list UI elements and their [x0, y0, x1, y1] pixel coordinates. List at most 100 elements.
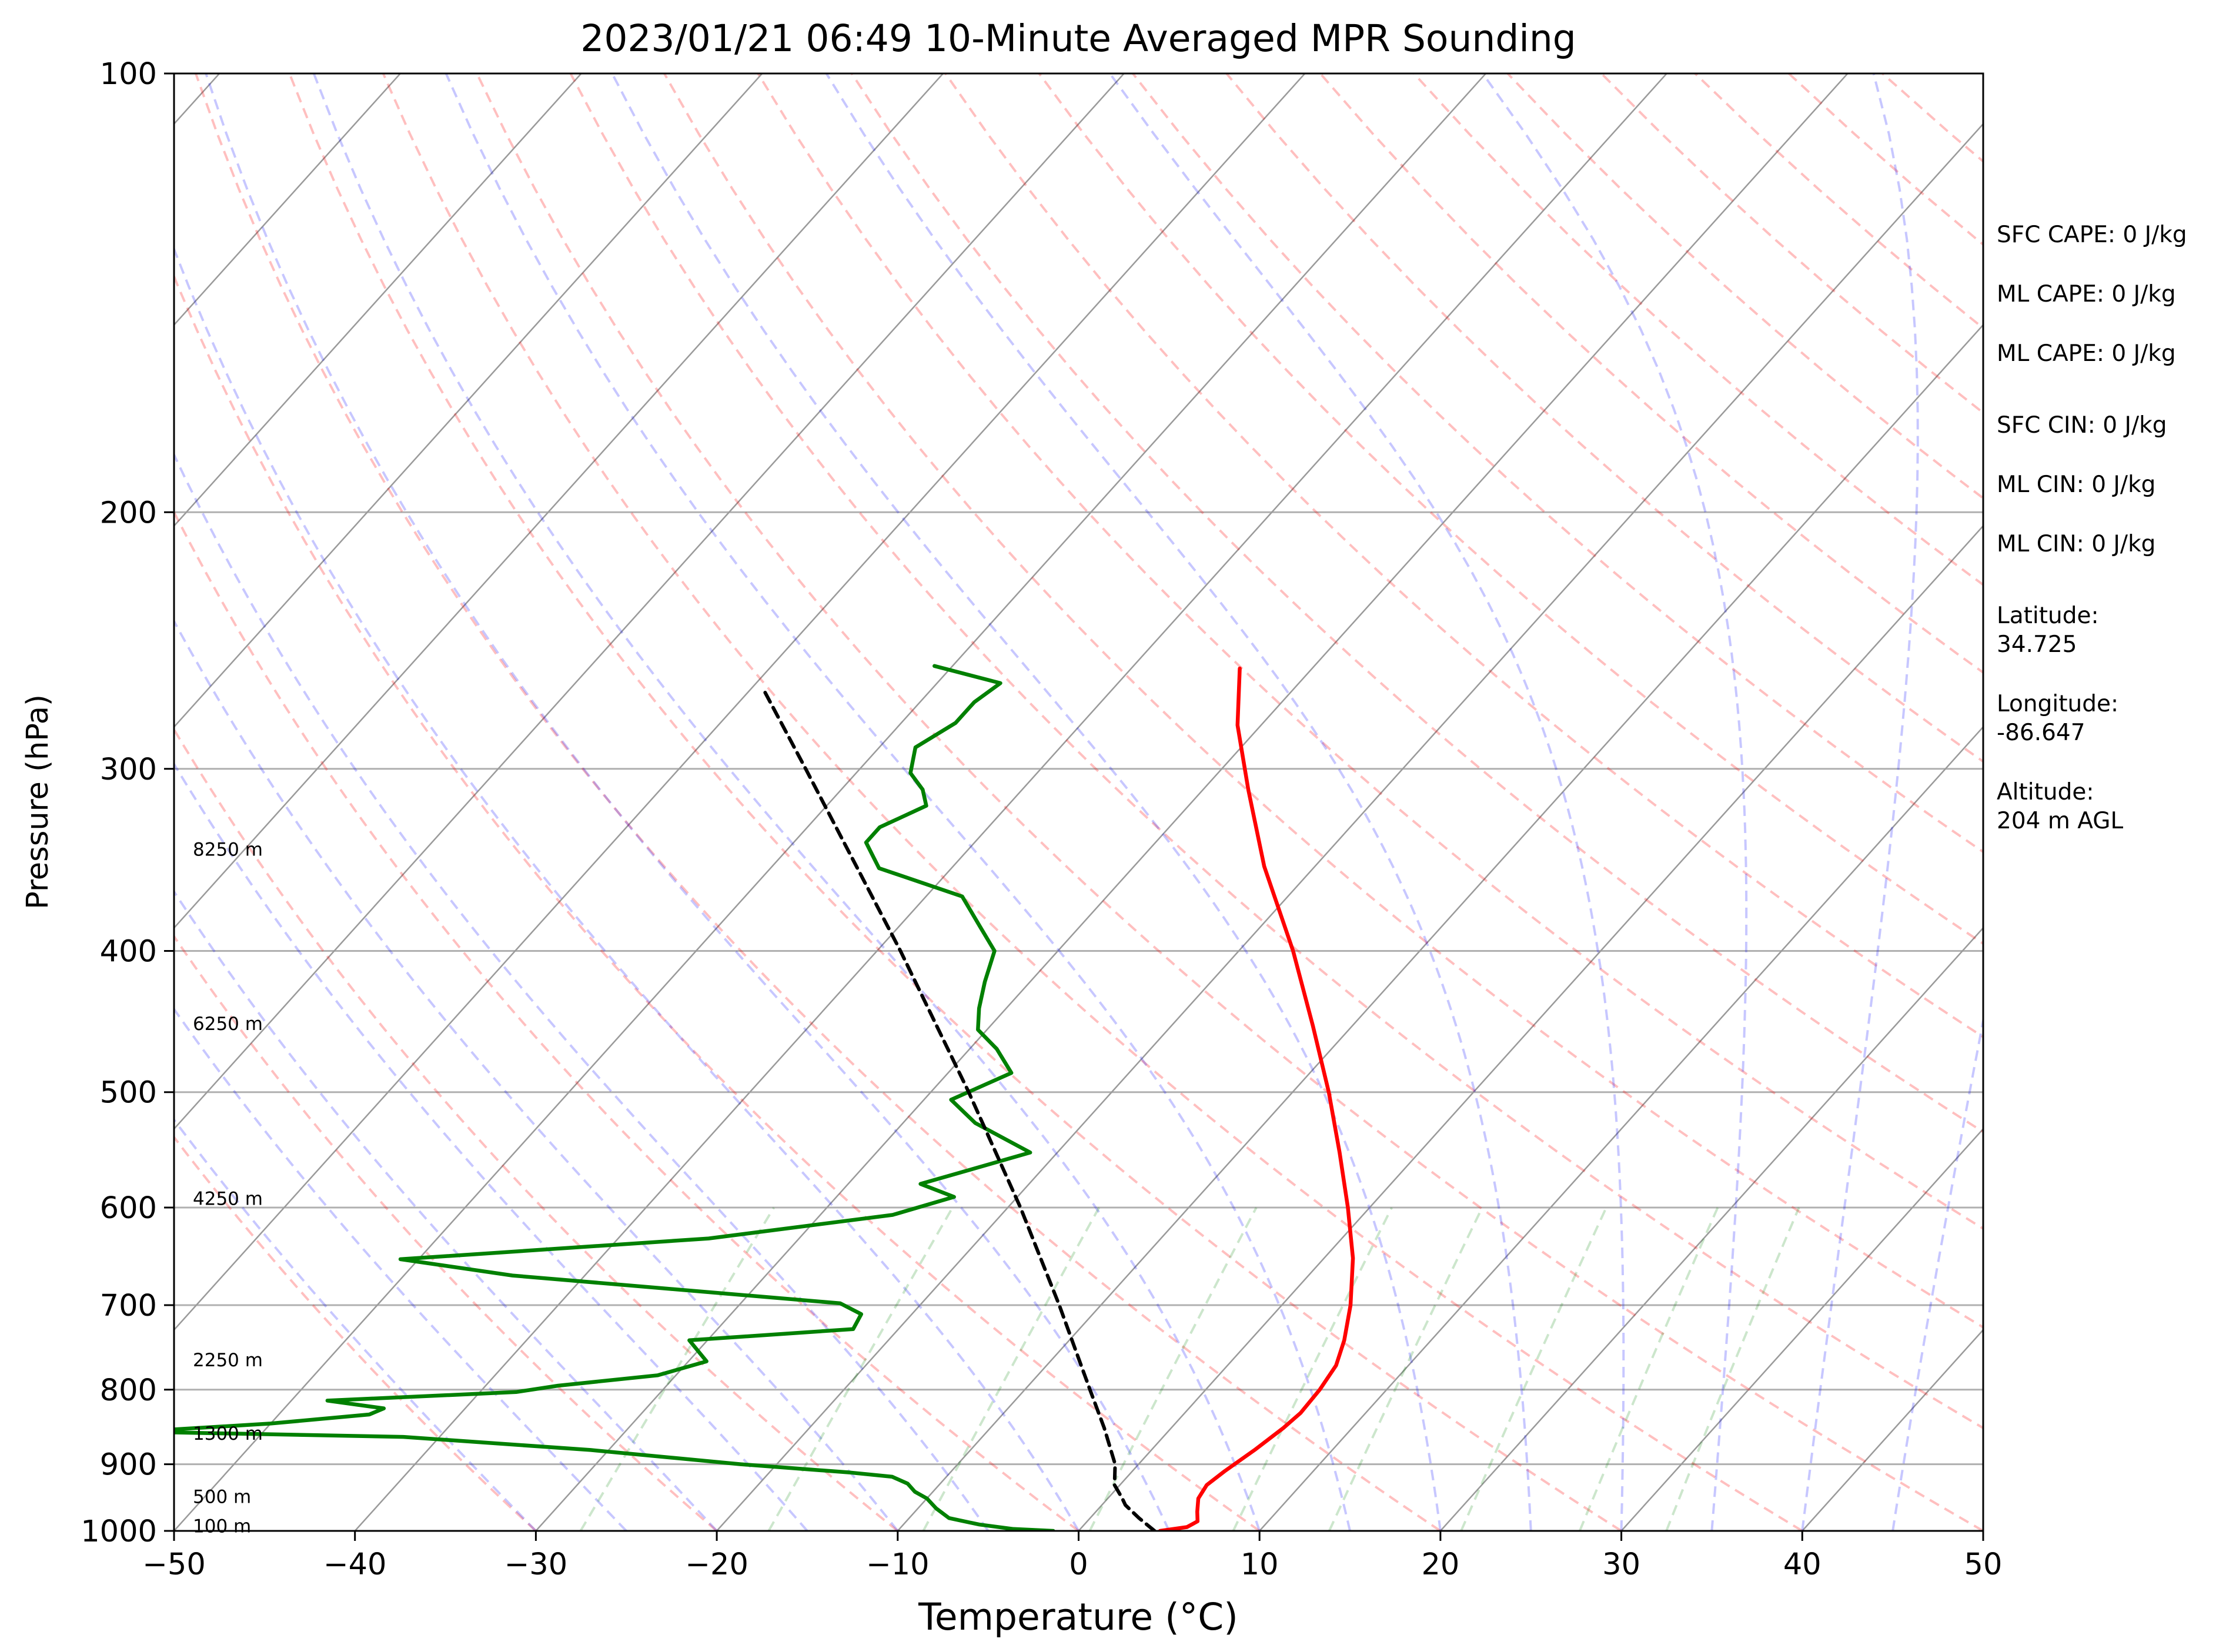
y-tick-label: 1000: [81, 1514, 157, 1549]
background-lines: [174, 73, 1983, 1531]
x-tick-label: −20: [685, 1547, 748, 1582]
annotation-text: ML CAPE: 0 J/kg: [1997, 340, 2176, 367]
annotation-value: 34.725: [1997, 631, 2077, 658]
isotherm-line: [1439, 927, 1983, 1531]
isotherm-line: [174, 73, 763, 728]
dry-adiabat-line: [1132, 73, 1983, 854]
mixing-ratio-line: [1088, 1207, 1258, 1531]
reference-profile-series-line: [761, 686, 1157, 1531]
x-axis-ticks: −50 −40 −30 −20 −10 0 10 20 30 40 50: [142, 1531, 2002, 1582]
mixing-ratio-line: [1665, 1207, 1800, 1531]
annotation-text: ML CIN: 0 J/kg: [1997, 531, 2155, 557]
dewpoint-series-line: [174, 664, 1055, 1531]
annotation-text: ML CAPE: 0 J/kg: [1997, 281, 2176, 307]
height-label: 500 m: [193, 1487, 251, 1508]
x-tick-label: 20: [1421, 1547, 1459, 1582]
plot-frame: [173, 72, 1984, 1532]
x-tick-label: −30: [504, 1547, 568, 1582]
dry-adiabat-line: [1319, 73, 1983, 674]
annotation-panel: SFC CAPE: 0 J/kg ML CAPE: 0 J/kg ML CAPE: …: [1997, 222, 2187, 834]
dry-adiabat-line: [944, 73, 1983, 1039]
y-tick-label: 500: [100, 1076, 157, 1111]
dry-adiabat-line: [476, 73, 1983, 1531]
isotherm-line: [897, 323, 1983, 1531]
mixing-ratio-line: [922, 1207, 1101, 1531]
x-tick-label: −10: [866, 1547, 930, 1582]
annotation-value: -86.647: [1997, 720, 2085, 746]
x-tick-label: −40: [323, 1547, 387, 1582]
x-tick-label: 30: [1602, 1547, 1640, 1582]
height-label: 1300 m: [193, 1423, 263, 1444]
height-label: 100 m: [193, 1516, 251, 1537]
y-tick-label: 400: [100, 935, 157, 969]
moist-adiabat-line: [174, 452, 990, 1531]
x-axis-label: Temperature (°C): [918, 1596, 1238, 1638]
height-label: 4250 m: [193, 1189, 263, 1210]
isotherm-line: [174, 73, 1487, 1531]
isotherm-line: [1620, 1128, 1983, 1531]
annotation-value: 204 m AGL: [1997, 808, 2123, 834]
moist-adiabat-line: [1801, 73, 1919, 1531]
dry-adiabat-line: [174, 727, 899, 1531]
annotation-text: Longitude:: [1997, 691, 2118, 717]
isotherm-line: [535, 73, 1849, 1531]
x-tick-label: 40: [1783, 1547, 1821, 1582]
isotherm-line: [354, 73, 1667, 1531]
isotherm-line: [1078, 524, 1983, 1531]
dry-adiabat-line: [757, 73, 1983, 1230]
moist-adiabat-line: [174, 246, 1080, 1531]
x-tick-label: 10: [1241, 1547, 1279, 1582]
mixing-ratio-line: [767, 1207, 954, 1531]
annotation-text: ML CIN: 0 J/kg: [1997, 471, 2155, 498]
isotherm-line: [174, 73, 1306, 1331]
temperature-series-line: [1158, 666, 1355, 1531]
dry-adiabat-line: [1038, 73, 1983, 945]
annotation-text: SFC CAPE: 0 J/kg: [1997, 222, 2187, 248]
moist-adiabat-line: [1482, 73, 1748, 1531]
moist-adiabat-line: [1891, 1015, 1983, 1531]
y-tick-label: 600: [100, 1191, 157, 1226]
dry-adiabat-line: [174, 934, 718, 1531]
moist-adiabat-line: [444, 73, 1352, 1531]
mixing-ratio-line: [1328, 1207, 1483, 1531]
height-label: 8250 m: [193, 840, 263, 861]
dry-adiabat-line: [288, 73, 1622, 1531]
y-axis-ticks: 100 200 300 400 500 600 700 800 900 1000: [81, 57, 174, 1549]
dry-adiabat-line: [663, 73, 1983, 1329]
moist-adiabat-line: [825, 73, 1532, 1531]
moist-adiabat-line: [312, 73, 1261, 1531]
height-label: 6250 m: [193, 1014, 263, 1035]
moist-adiabat-line: [174, 761, 808, 1531]
isotherm-line: [174, 73, 1125, 1131]
mixing-ratio-line: [579, 1206, 776, 1531]
dry-adiabat-line: [174, 510, 1079, 1531]
moist-adiabat-line: [174, 1118, 537, 1531]
x-tick-label: 50: [1964, 1547, 2003, 1582]
dry-adiabat-line: [1225, 73, 1983, 763]
y-tick-label: 800: [100, 1373, 157, 1408]
isotherm-line: [174, 73, 944, 929]
moist-adiabat-line: [205, 73, 1171, 1531]
mixing-ratio-line: [1460, 1207, 1607, 1531]
dry-adiabat-line: [382, 73, 1803, 1531]
y-tick-label: 700: [100, 1289, 157, 1323]
moist-adiabat-line: [174, 618, 899, 1531]
isotherm-line: [1259, 725, 1983, 1531]
y-axis-label: Pressure (hPa): [21, 694, 55, 909]
x-tick-label: −50: [142, 1547, 206, 1582]
mixing-ratio-line: [1578, 1207, 1719, 1531]
y-tick-label: 900: [100, 1448, 157, 1483]
y-tick-label: 300: [100, 753, 157, 787]
height-label: 2250 m: [193, 1350, 263, 1371]
annotation-text: Latitude:: [1997, 603, 2099, 629]
isotherm-line: [174, 73, 582, 527]
y-tick-label: 200: [100, 496, 157, 530]
chart-title: 2023/01/21 06:49 10-Minute Averaged MPR …: [580, 17, 1576, 60]
isotherm-line: [174, 73, 401, 326]
dry-adiabat-line: [174, 273, 1261, 1531]
dry-adiabat-line: [850, 73, 1983, 1133]
dry-adiabat-line: [195, 73, 1442, 1531]
annotation-text: Altitude:: [1997, 779, 2094, 805]
moist-adiabat-line: [174, 889, 718, 1531]
